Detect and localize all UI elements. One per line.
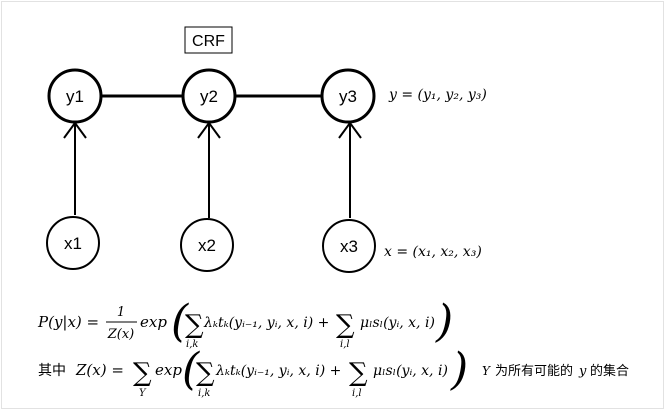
arrow-x1-y1 xyxy=(63,121,87,215)
node-x3-label: x3 xyxy=(340,237,358,256)
formula1-sum2-sub: i,l xyxy=(340,339,350,350)
formula1-sum1: ∑ xyxy=(185,310,204,340)
node-y1-label: y1 xyxy=(66,87,84,106)
formula1-paren-left: ( xyxy=(171,296,189,347)
formula2-sum2: ∑ xyxy=(349,358,368,388)
formula2-lhs: Z(x) = xyxy=(75,361,124,379)
title: CRF xyxy=(192,33,225,50)
node-y1: y1 xyxy=(47,68,103,124)
node-x1: x1 xyxy=(46,216,100,270)
node-x3: x3 xyxy=(322,219,376,273)
formula2-paren-left: ( xyxy=(182,344,200,395)
formula1-frac-num: 1 xyxy=(117,305,125,320)
formula2-sum1-sub: i,k xyxy=(198,388,210,399)
node-x1-label: x1 xyxy=(64,234,82,253)
formula2-sum1: ∑ xyxy=(196,358,215,388)
title-box xyxy=(184,26,233,54)
formula-p: P(y|x) = 1 Z(x) exp ( ∑ i,k λₖtₖ(yᵢ₋₁, y… xyxy=(37,296,453,350)
node-x2-label: x2 xyxy=(198,236,216,255)
formula1-term1: λₖtₖ(yᵢ₋₁, yᵢ, x, i) + xyxy=(203,315,329,331)
formula2-note-text2: 的集合 xyxy=(590,363,629,379)
node-y2-label: y2 xyxy=(200,87,218,106)
formula-z: 其中 Z(x) = ∑ Y exp ( ∑ i,k λₖtₖ(yᵢ₋₁, yᵢ,… xyxy=(38,344,629,399)
formula1-term2: μₗsₗ(yᵢ, x, i) xyxy=(360,315,435,331)
node-y2: y2 xyxy=(181,68,237,124)
node-x2: x2 xyxy=(180,218,234,272)
formula2-term2: μₗsₗ(yᵢ, x, i) xyxy=(373,363,448,379)
formula2-note-Y: Y xyxy=(482,364,491,378)
formula1-sum2: ∑ xyxy=(336,310,355,340)
formula2-outer-sum: ∑ xyxy=(133,358,152,388)
formula1-exp: exp xyxy=(140,313,167,331)
formula2-note-text1: 为所有可能的 xyxy=(495,363,573,379)
formula2-note-y: y xyxy=(578,364,587,379)
formula1-sum1-sub: i,k xyxy=(186,339,198,350)
formula2-outer-sum-sub: Y xyxy=(139,388,147,399)
formula1-paren-right: ) xyxy=(435,296,453,347)
formula2-sum2-sub: i,l xyxy=(352,388,362,399)
arrow-x3-y3 xyxy=(338,121,362,218)
node-y3: y3 xyxy=(320,68,376,124)
formula1-frac-den: Z(x) xyxy=(107,327,135,342)
formula2-paren-right: ) xyxy=(450,344,468,395)
x-definition: x = (x₁, x₂, x₃) xyxy=(384,244,482,260)
formula2-term1: λₖtₖ(yᵢ₋₁, yᵢ, x, i) + xyxy=(215,363,341,379)
formula1-lhs: P(y|x) = xyxy=(37,313,99,331)
y-definition: y = (y₁, y₂, y₃) xyxy=(388,87,487,103)
formula2-prefix: 其中 xyxy=(38,363,66,379)
node-y3-label: y3 xyxy=(339,87,357,106)
formula2-exp: exp xyxy=(155,361,182,379)
arrow-x2-y2 xyxy=(197,121,221,218)
